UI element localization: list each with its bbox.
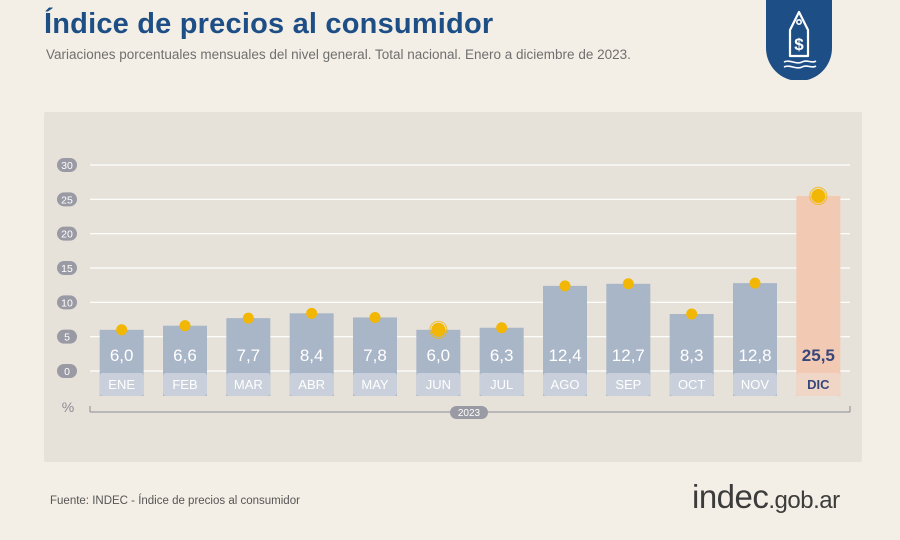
marker-dot (179, 320, 191, 332)
y-tick-pill (57, 329, 77, 344)
category-band (289, 373, 334, 396)
category-band (99, 373, 144, 396)
y-tick-label: 10 (61, 297, 73, 309)
category-band (163, 373, 207, 396)
brand-main: indec (692, 478, 769, 515)
category-label: FEB (172, 377, 197, 392)
chart-title: Índice de precios al consumidor (44, 8, 494, 40)
marker-ring (429, 320, 448, 339)
category-label: MAY (361, 377, 389, 392)
category-label: ENE (108, 377, 135, 392)
marker-dot (559, 280, 571, 292)
marker-dot (369, 311, 381, 323)
y-tick-pill (57, 364, 77, 378)
value-label: 8,4 (300, 346, 324, 365)
y-tick-label: 20 (61, 229, 73, 241)
category-label: SEP (615, 377, 641, 392)
y-tick-pill (57, 158, 77, 172)
marker-dot (431, 322, 446, 337)
value-label: 8,3 (680, 346, 704, 365)
price-tag-dollar-icon: $ (766, 0, 832, 80)
value-label: 7,8 (363, 346, 387, 365)
value-label: 6,0 (427, 346, 451, 365)
category-band (226, 373, 271, 396)
marker-dot (496, 322, 508, 334)
dollar-symbol: $ (794, 35, 804, 54)
marker-dot (749, 277, 761, 289)
category-band (543, 373, 587, 396)
y-tick-label: 5 (64, 332, 70, 344)
value-label: 6,6 (173, 346, 197, 365)
bar-dic (796, 195, 841, 396)
marker-dot (116, 324, 128, 336)
indec-logo: indec.gob.ar (692, 478, 840, 516)
year-pill (450, 406, 488, 419)
marker-dot (811, 188, 826, 203)
category-label: MAR (234, 377, 263, 392)
marker-ring (809, 186, 828, 205)
marker-dot (622, 278, 634, 290)
marker-dot (242, 312, 254, 324)
chart-panel (44, 112, 862, 462)
y-tick-label: 30 (61, 160, 73, 172)
value-label: 12,7 (612, 346, 645, 365)
value-label: 25,5 (802, 346, 835, 365)
y-tick-label: 15 (61, 263, 73, 275)
marker-dot (686, 308, 698, 320)
y-tick-pill (57, 226, 77, 241)
category-label: NOV (741, 377, 770, 392)
brand-tld: .gob.ar (768, 487, 840, 514)
source-note: Fuente: INDEC - Índice de precios al con… (50, 495, 300, 507)
category-label: OCT (678, 377, 706, 392)
category-band (733, 373, 777, 396)
y-axis-unit: % (62, 399, 74, 415)
category-band (479, 373, 524, 396)
category-band (353, 373, 397, 396)
x-axis-year: 2023 (458, 408, 481, 419)
category-label: DIC (807, 377, 830, 392)
y-tick-label: 0 (64, 366, 70, 378)
category-label: ABR (298, 377, 325, 392)
value-label: 12,4 (548, 346, 581, 365)
value-label: 7,7 (237, 346, 261, 365)
value-label: 6,3 (490, 346, 514, 365)
marker-dot (306, 307, 318, 319)
category-band (606, 373, 651, 396)
category-label: JUN (426, 377, 451, 392)
y-tick-pill (57, 295, 77, 310)
value-label: 12,8 (738, 346, 771, 365)
category-band (669, 373, 714, 396)
category-band (796, 373, 841, 396)
category-label: AGO (551, 377, 580, 392)
category-band (416, 373, 461, 396)
y-tick-pill (57, 192, 77, 207)
value-label: 6,0 (110, 346, 134, 365)
y-tick-label: 25 (61, 194, 73, 206)
category-label: JUL (490, 377, 513, 392)
y-tick-pill (57, 261, 77, 275)
chart-subtitle: Variaciones porcentuales mensuales del n… (46, 47, 631, 62)
